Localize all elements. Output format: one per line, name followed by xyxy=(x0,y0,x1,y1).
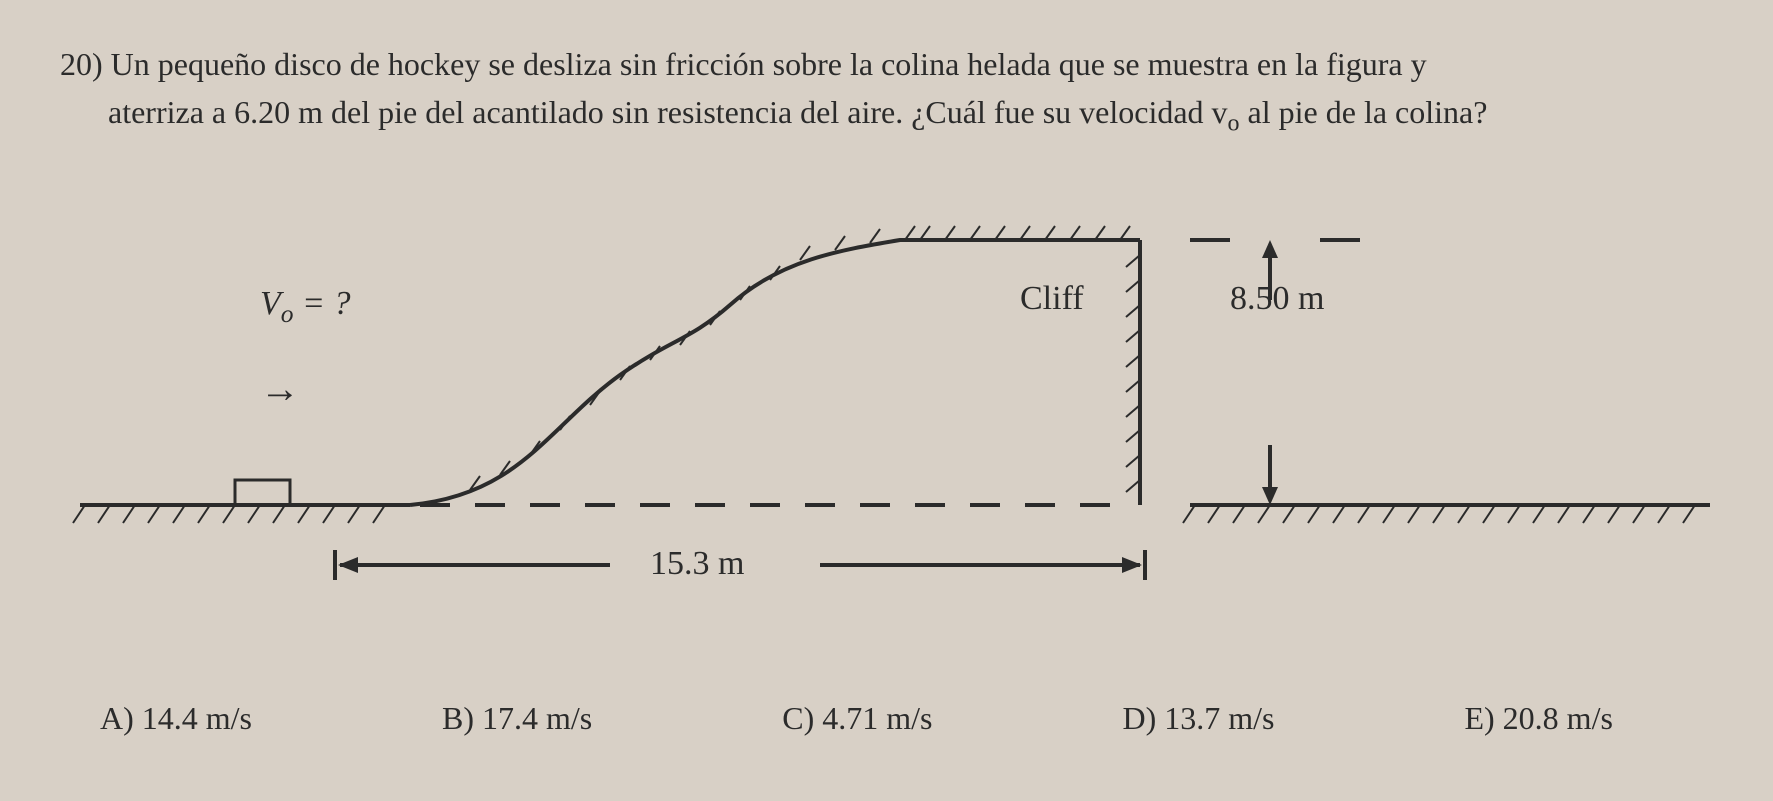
question-text: 20) Un pequeño disco de hockey se desliz… xyxy=(60,40,1710,141)
figure: Vo = ? → Cliff 8.50 m 15.3 m xyxy=(60,170,1710,620)
choices: A) 14.4 m/s B) 17.4 m/s C) 4.71 m/s D) 1… xyxy=(100,700,1700,737)
choice-a[interactable]: A) 14.4 m/s xyxy=(100,700,252,737)
v0-arrow-icon: → xyxy=(260,365,300,412)
height-label: 8.50 m xyxy=(1230,280,1324,318)
question-line1: Un pequeño disco de hockey se desliza si… xyxy=(111,46,1427,82)
cliff-label: Cliff xyxy=(1020,280,1084,318)
page: 20) Un pequeño disco de hockey se desliz… xyxy=(0,0,1773,801)
choice-e[interactable]: E) 20.8 m/s xyxy=(1464,700,1612,737)
choice-d[interactable]: D) 13.7 m/s xyxy=(1122,700,1274,737)
figure-svg xyxy=(60,170,1710,620)
v0-label: Vo = ? xyxy=(260,285,350,329)
width-label: 15.3 m xyxy=(650,545,744,583)
question-line2-pre: aterriza a 6.20 m del pie del acantilado… xyxy=(108,94,1228,130)
question-line2-post: al pie de la colina? xyxy=(1240,94,1488,130)
question-v-sub: o xyxy=(1228,110,1240,136)
choice-c[interactable]: C) 4.71 m/s xyxy=(782,700,932,737)
question-number: 20) xyxy=(60,46,103,82)
choice-b[interactable]: B) 17.4 m/s xyxy=(442,700,592,737)
